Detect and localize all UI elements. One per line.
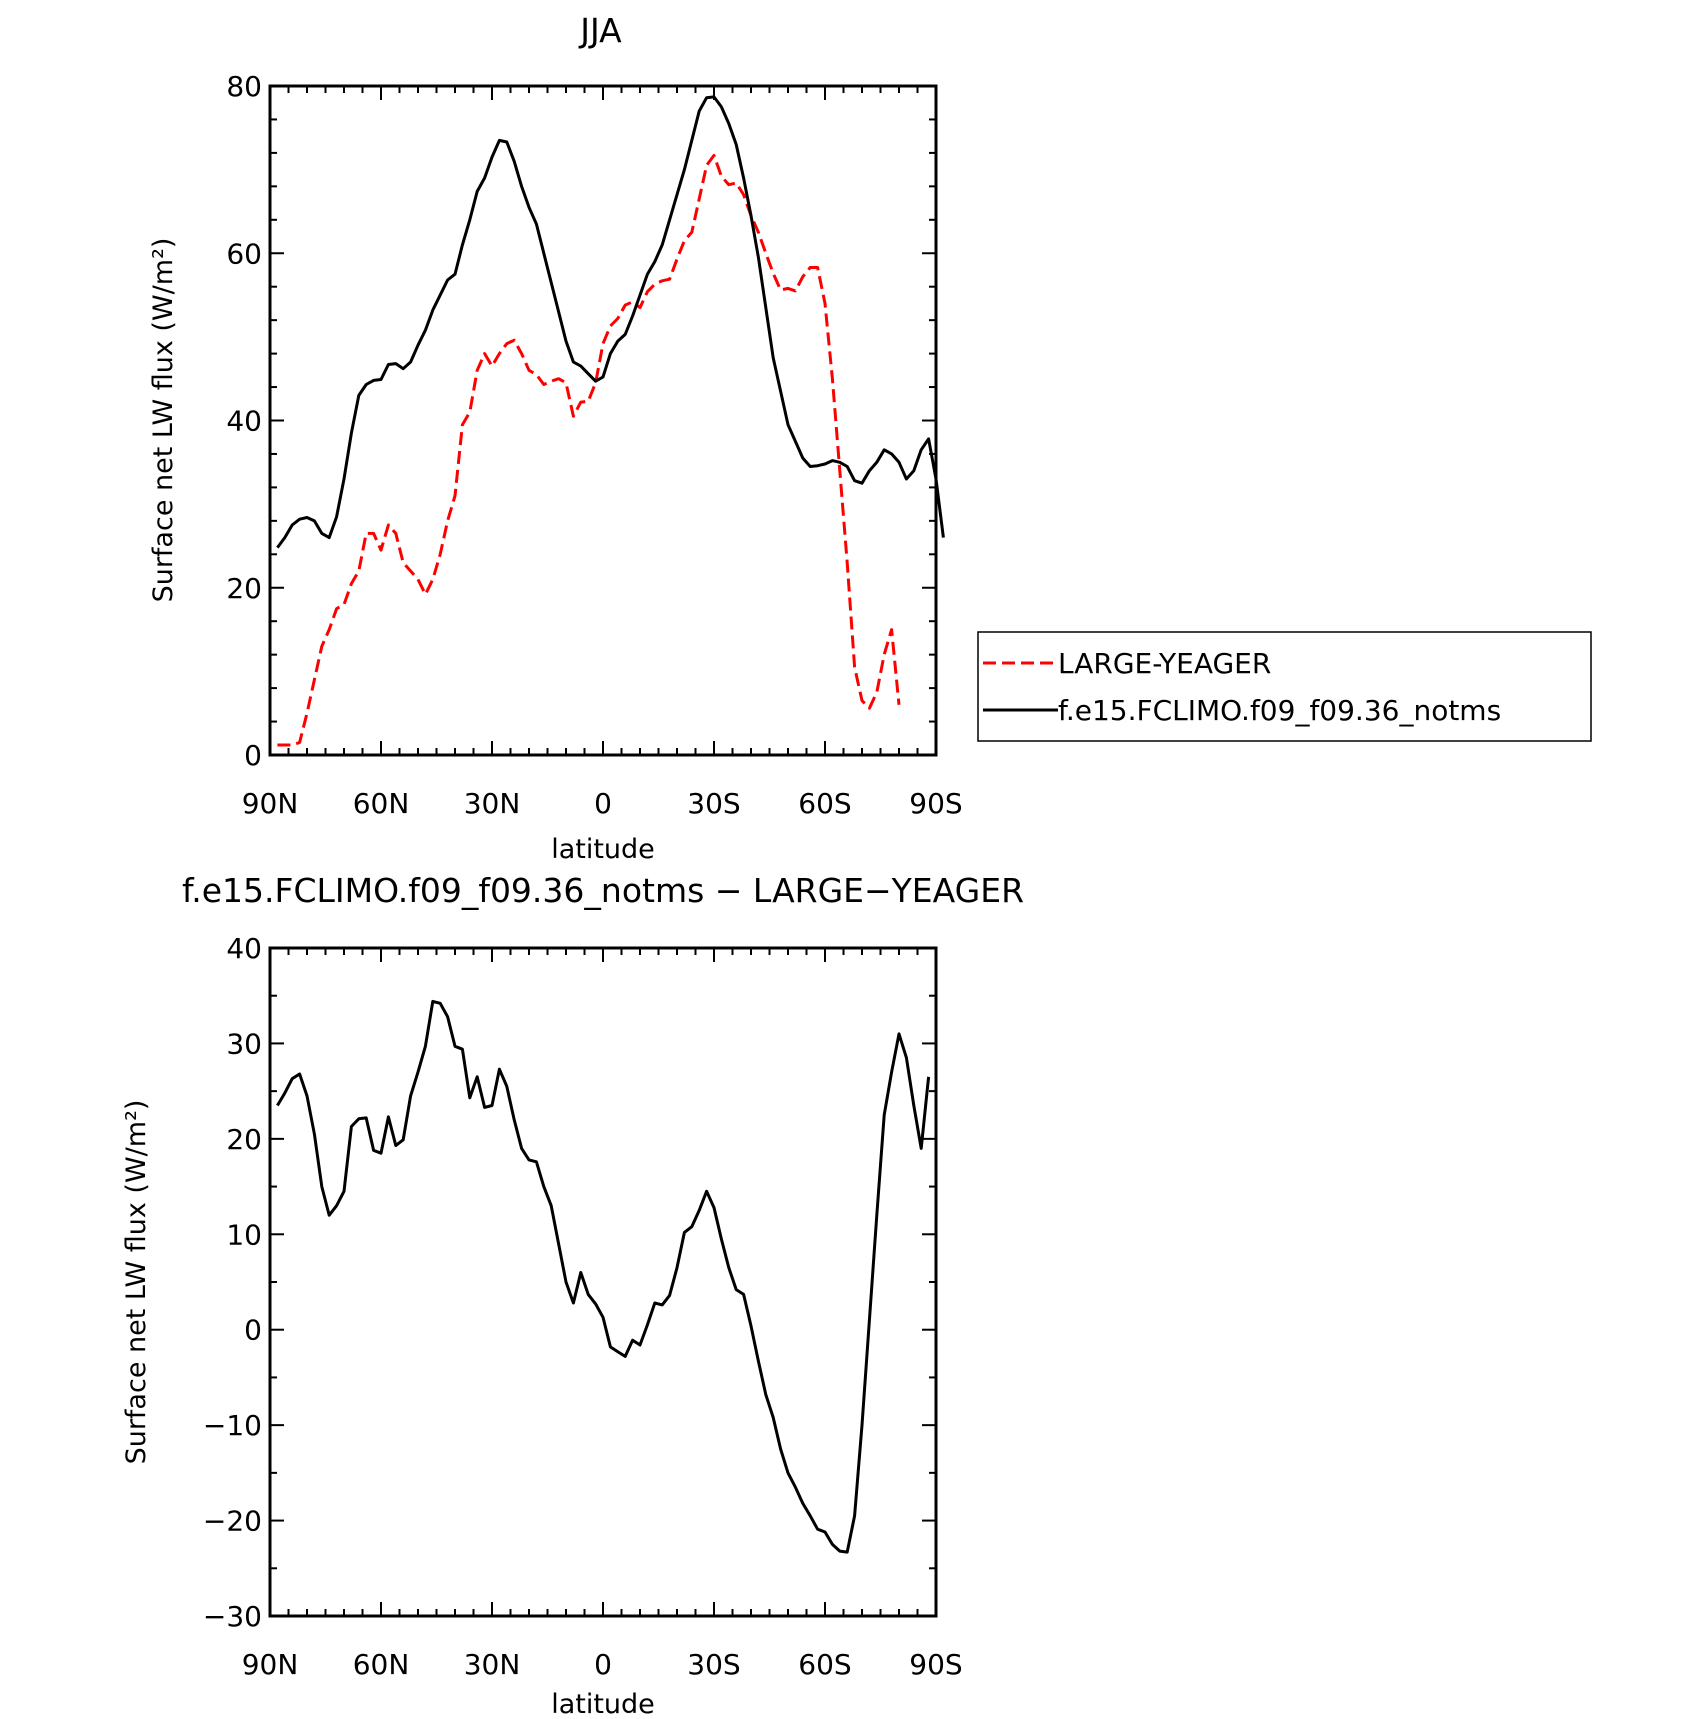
legend-label-model: f.e15.FCLIMO.f09_f09.36_notms [1058,694,1501,727]
bottom-y-tick-label: 30 [226,1027,262,1060]
top-x-tick-label: 0 [594,787,612,820]
bottom-chart-title: f.e15.FCLIMO.f09_f09.36_notms − LARGE−YE… [182,871,1024,910]
bottom-x-tick-label: 60S [798,1648,851,1681]
top-x-tick-label: 90N [242,787,299,820]
top-y-tick-label: 0 [244,739,262,772]
top-x-tick-label: 90S [909,787,962,820]
bottom-x-tick-label: 90S [909,1648,962,1681]
legend-label-large-yeager: LARGE-YEAGER [1058,647,1271,680]
top-y-tick-label: 80 [226,70,262,103]
top-series-group [276,95,945,747]
top-series-line-0 [277,153,901,747]
bottom-series-group [276,999,931,1554]
top-y-axis-label: Surface net LW flux (W/m²) [148,238,179,603]
top-axes-group: 90N 60N 30N 0 30S 60S 90S 0 20 40 60 80 [226,70,962,820]
top-x-axis-label: latitude [551,834,655,865]
bottom-x-tick-label: 0 [594,1648,612,1681]
bottom-x-tick-label: 30S [687,1648,740,1681]
bottom-x-tick-label: 30N [464,1648,521,1681]
legend: LARGE-YEAGER f.e15.FCLIMO.f09_f09.36_not… [977,631,1592,742]
top-y-tick-label: 60 [226,237,262,270]
bottom-x-tick-label: 60N [353,1648,410,1681]
top-x-tick-label: 30S [687,787,740,820]
top-series-line-1 [276,95,945,549]
top-x-tick-label: 60N [353,787,410,820]
bottom-y-axis-label: Surface net LW flux (W/m²) [121,1100,152,1465]
bottom-y-tick-label: 10 [226,1218,262,1251]
top-x-tick-label: 60S [798,787,851,820]
bottom-y-tick-label: −20 [203,1505,262,1538]
bottom-x-tick-label: 90N [242,1648,299,1681]
bottom-plot-frame [268,946,938,1618]
top-y-tick-label: 20 [226,572,262,605]
bottom-x-axis-label: latitude [551,1689,655,1719]
bottom-series-line-0 [276,999,931,1554]
bottom-y-tick-label: −30 [203,1600,262,1633]
bottom-axes-group: 90N 60N 30N 0 30S 60S 90S −30 −20 −10 0 10 20 30 40 [203,932,963,1681]
top-chart-title: JJA [578,11,622,50]
bottom-y-tick-label: 0 [244,1314,262,1347]
top-x-tick-label: 30N [464,787,521,820]
bottom-y-tick-label: 40 [226,932,262,965]
top-panel: JJA 90N 60N 30N 0 30S 60S 90S 0 20 40 60 80 latitud… [148,11,1592,865]
top-y-tick-label: 40 [226,405,262,438]
bottom-panel: f.e15.FCLIMO.f09_f09.36_notms − LARGE−YE… [121,871,1024,1719]
bottom-y-tick-label: 20 [226,1123,262,1156]
legend-box [977,631,1592,742]
bottom-y-tick-label: −10 [203,1409,262,1442]
